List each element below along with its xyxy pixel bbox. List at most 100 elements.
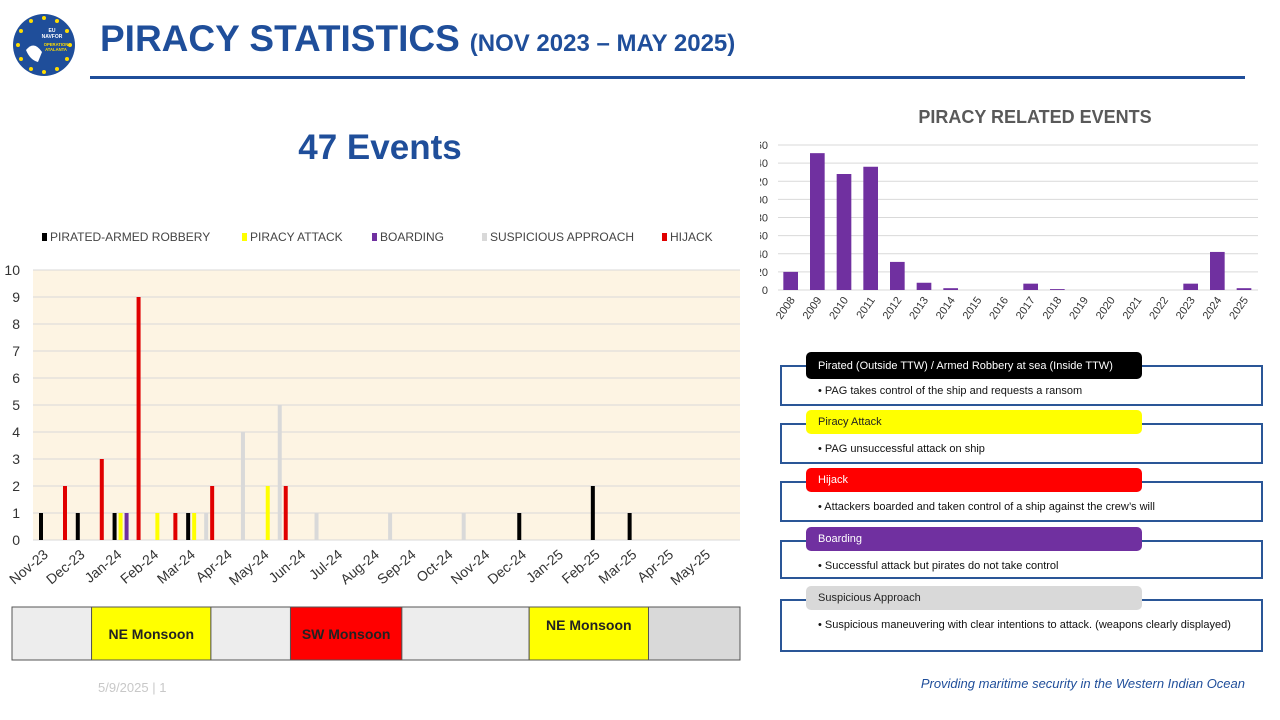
x-tick-label: 2025 (1227, 295, 1251, 322)
monsoon-bar: NE Monsoon SW Monsoon NE Monsoon (11, 606, 741, 661)
monsoon-segment (528, 606, 650, 661)
bar (890, 261, 905, 290)
bar (192, 513, 197, 540)
title-divider (90, 76, 1245, 79)
legend-swatch (242, 233, 247, 241)
y-tick-label: 60 (760, 231, 768, 243)
bar (240, 432, 245, 540)
monsoon-label: SW Monsoon (302, 626, 391, 642)
legend-label: PIRACY ATTACK (250, 230, 343, 244)
bar (112, 513, 117, 540)
chart-legend: PIRATED-ARMED ROBBERY PIRACY ATTACK BOARDI… (42, 230, 713, 244)
bar (863, 166, 878, 290)
bar (277, 405, 282, 540)
annual-chart-title: PIRACY RELATED EVENTS (918, 107, 1151, 127)
x-tick-label: Mar-24 (154, 546, 198, 587)
y-tick-label: 7 (12, 343, 20, 359)
bar (517, 513, 522, 540)
legend-label: HIJACK (670, 230, 713, 244)
bar (836, 174, 852, 290)
bar (155, 513, 160, 540)
monsoon-label: NE Monsoon (108, 626, 194, 642)
monsoon-segment (210, 606, 291, 661)
bar (1183, 283, 1198, 290)
x-tick-label: Jan-24 (81, 546, 124, 586)
x-tick-label: 2008 (774, 295, 798, 322)
annual-events-chart: PIRACY RELATED EVENTS 0 20 40 60 80 100 120 140 1… (760, 107, 1258, 322)
bar (204, 513, 209, 540)
x-tick-label: 2012 (881, 295, 905, 322)
x-tick-label: May-24 (226, 546, 272, 588)
svg-text:ATALANTA: ATALANTA (45, 47, 67, 52)
bar (627, 513, 632, 540)
svg-text:NAVFOR: NAVFOR (42, 34, 63, 40)
bar (63, 486, 67, 540)
monsoon-segment (648, 606, 741, 661)
x-tick-label: Nov-23 (6, 546, 51, 587)
x-tick-label: Dec-24 (484, 546, 529, 587)
bar (173, 513, 178, 540)
bar (590, 486, 595, 540)
x-tick-label: Jun-24 (265, 546, 308, 586)
y-tick-label: 140 (760, 158, 768, 170)
bar (124, 513, 129, 540)
x-tick-label: 2018 (1041, 295, 1065, 322)
bar (1023, 283, 1038, 290)
monsoon-segment (289, 606, 403, 661)
x-tick-label: 2019 (1067, 295, 1091, 322)
bar (186, 513, 191, 540)
definition-title: Suspicious Approach (806, 586, 1142, 610)
monthly-events-chart: 0 1 2 3 4 5 6 7 8 9 10 PIRATED-ARMED ROBBERY PIRACY … (4, 230, 741, 661)
x-tick-label: 2022 (1147, 295, 1171, 322)
y-tick-label: 3 (12, 451, 20, 467)
bar (916, 282, 932, 290)
bar (783, 271, 798, 290)
x-tick-label: 2021 (1121, 295, 1145, 322)
x-tick-label: Sep-24 (374, 546, 419, 587)
monsoon-segment (11, 606, 93, 661)
svg-text:EU: EU (49, 28, 56, 34)
x-tick-label: Nov-24 (448, 546, 493, 587)
legend-swatch (42, 233, 47, 241)
legend-swatch (482, 233, 487, 241)
x-tick-label: Jan-25 (523, 546, 566, 586)
x-tick-label: 2009 (801, 295, 825, 322)
definition-text: • PAG takes control of the ship and requ… (818, 385, 1083, 397)
x-tick-label: 2011 (854, 295, 877, 321)
x-tick-label: 2020 (1094, 295, 1118, 322)
definition-text: • Suspicious maneuvering with clear inte… (818, 619, 1231, 631)
monsoon-label: NE Monsoon (546, 617, 632, 633)
x-tick-label: 2016 (987, 295, 1011, 322)
x-tick-label: Mar-25 (595, 546, 639, 587)
bar (210, 486, 215, 540)
x-tick-label: Feb-24 (117, 546, 161, 587)
bar (1050, 289, 1065, 290)
bar (1210, 251, 1225, 290)
x-tick-label: 2015 (961, 295, 985, 322)
x-tick-label: 2010 (827, 295, 851, 322)
legend-label: PIRATED-ARMED ROBBERY (50, 230, 210, 244)
x-tick-label: 2014 (934, 295, 958, 322)
y-tick-label: 0 (762, 285, 768, 297)
bar (388, 513, 393, 540)
svg-text:OPERATION: OPERATION (44, 42, 69, 47)
definition-title: Pirated (Outside TTW) / Armed Robbery at… (806, 352, 1142, 379)
y-tick-label: 20 (760, 267, 768, 279)
y-tick-label: 6 (12, 370, 20, 386)
bar (265, 486, 270, 540)
definition-title: Boarding (806, 527, 1142, 551)
definition-title: Hijack (806, 468, 1142, 492)
y-tick-label: 80 (760, 213, 768, 225)
x-tick-label: Oct-24 (413, 546, 456, 585)
bar (314, 513, 319, 540)
y-tick-label: 100 (760, 194, 768, 206)
y-tick-label: 9 (12, 289, 20, 305)
y-tick-label: 5 (12, 397, 20, 413)
definition-text: • Attackers boarded and taken control of… (818, 501, 1155, 513)
bar (118, 513, 123, 540)
y-tick-label: 10 (4, 262, 20, 278)
y-tick-label: 40 (760, 249, 768, 261)
definition-title: Piracy Attack (806, 410, 1142, 434)
x-tick-label: 2024 (1201, 295, 1225, 322)
x-tick-label: 2017 (1014, 295, 1038, 322)
